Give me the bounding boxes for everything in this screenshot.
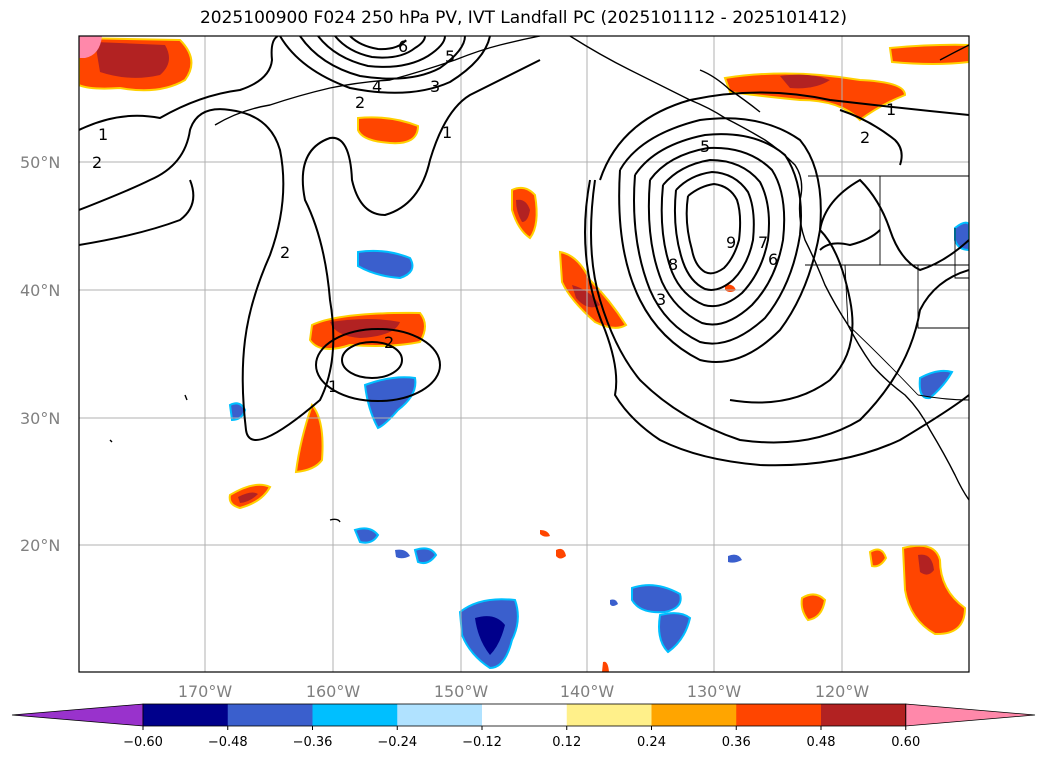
pv-contours — [79, 36, 969, 467]
colorbar-outline — [142, 703, 907, 727]
map-title: 2025100900 F024 250 hPa PV, IVT Landfall… — [199, 8, 847, 28]
lon-label-170w: 170°W — [178, 682, 233, 701]
contour-label-e-5: 5 — [700, 137, 710, 156]
political-borders — [805, 175, 969, 401]
colorbar-extend-low — [11, 703, 144, 727]
lon-label-140w: 140°W — [560, 682, 615, 701]
colorbar-segment — [227, 704, 313, 726]
lon-label-160w: 160°W — [306, 682, 361, 701]
colorbar-tick-label: 0.48 — [807, 735, 836, 750]
gridlines — [79, 36, 969, 672]
colorbar-tick-label: 0.60 — [891, 735, 920, 750]
colorbar-segment — [397, 704, 483, 726]
colorbar-segment — [821, 704, 907, 726]
colorbar-extend-high — [905, 703, 1036, 727]
colorbar-tick-label: 0.36 — [722, 735, 751, 750]
lat-label-20: 20°N — [20, 536, 60, 555]
lat-label-30: 30°N — [20, 409, 60, 428]
contour-label-nw-1: 1 — [442, 123, 452, 142]
colorbar-tick-label: −0.36 — [293, 735, 333, 750]
contour-label-nw-6: 6 — [398, 37, 408, 56]
contour-label-cut-1: 1 — [328, 377, 338, 396]
colorbar-segment — [736, 704, 822, 726]
colorbar-segment — [482, 704, 568, 726]
contour-label-cut-2: 2 — [384, 333, 394, 352]
colorbar-tick-label: 0.12 — [552, 735, 581, 750]
contour-label-nw-3: 3 — [430, 77, 440, 96]
lon-label-150w: 150°W — [434, 682, 489, 701]
lat-label-40: 40°N — [20, 281, 60, 300]
colorbar-segment — [566, 704, 652, 726]
lon-label-130w: 130°W — [687, 682, 742, 701]
contour-label-mid-2: 2 — [280, 243, 290, 262]
colorbar-segment — [143, 704, 229, 726]
contour-label-e-9: 9 — [726, 233, 736, 252]
contour-labels: 2 4 3 5 6 1 1 2 2 2 1 1 2 5 9 8 7 6 3 — [92, 37, 896, 396]
colorbar-tick-label: 0.24 — [637, 735, 666, 750]
contour-label-w-1: 1 — [98, 125, 108, 144]
colorbar-segment — [312, 704, 398, 726]
colorbar: −0.60 −0.48 −0.36 −0.24 −0.12 0.12 0.24 0.36 0.4… — [11, 703, 1036, 750]
lon-label-120w: 120°W — [815, 682, 870, 701]
colorbar-tick-label: −0.12 — [462, 735, 502, 750]
latitude-labels: 50°N 40°N 30°N 20°N — [20, 153, 60, 555]
contour-label-nw-5: 5 — [445, 47, 455, 66]
colorbar-tick-label: −0.24 — [377, 735, 417, 750]
contour-label-e-8: 8 — [668, 255, 678, 274]
lat-label-50: 50°N — [20, 153, 60, 172]
colorbar-segment — [651, 704, 737, 726]
contour-label-nw-2: 2 — [355, 93, 365, 112]
contour-label-e-6: 6 — [768, 250, 778, 269]
contour-label-e-7: 7 — [758, 233, 768, 252]
coastlines — [109, 36, 969, 523]
contour-label-e-3: 3 — [656, 290, 666, 309]
colorbar-tick-label: −0.60 — [123, 735, 163, 750]
longitude-labels: 170°W 160°W 150°W 140°W 130°W 120°W — [178, 682, 870, 701]
colorbar-tick-label: −0.48 — [208, 735, 248, 750]
contour-label-ne-1: 1 — [886, 100, 896, 119]
map-frame — [78, 35, 970, 673]
negative-shading — [228, 221, 969, 670]
contour-label-nw-4: 4 — [372, 77, 382, 96]
contour-label-w-2: 2 — [92, 153, 102, 172]
map-background — [79, 36, 969, 672]
contour-label-ne-2: 2 — [860, 128, 870, 147]
